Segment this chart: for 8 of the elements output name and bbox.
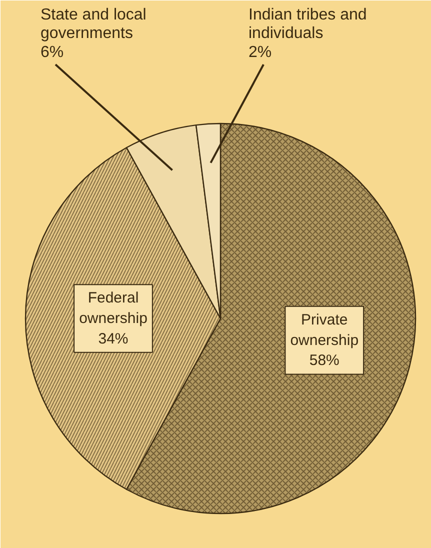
slice-label: Indian tribes and individuals xyxy=(248,6,367,42)
slice-label: Private ownership xyxy=(290,311,359,349)
slice-label: Federal ownership xyxy=(79,290,148,327)
data-label: 6% xyxy=(40,44,64,61)
slice-label: State and local governments xyxy=(40,6,146,42)
data-label: 2% xyxy=(248,44,272,61)
data-label: 34% xyxy=(98,330,128,348)
data-label: 58% xyxy=(309,352,340,370)
